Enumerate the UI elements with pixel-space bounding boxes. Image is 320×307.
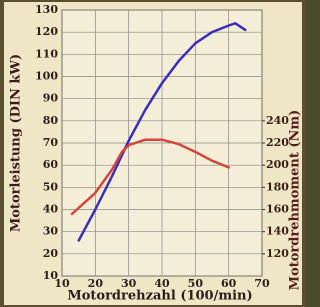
y2-tick-label: 160 — [266, 203, 289, 216]
y-tick-label: 70 — [43, 136, 59, 149]
x-tick-label: 30 — [121, 277, 137, 290]
y-tick-label: 40 — [43, 203, 59, 216]
y-tick-label: 120 — [35, 25, 58, 38]
x-axis-title: Motordrehzahl (100/min) — [67, 289, 252, 304]
y2-axis-title: Motordrehmoment (Nm) — [288, 110, 303, 291]
x-tick-label: 60 — [221, 277, 237, 290]
y2-tick-label: 140 — [266, 225, 289, 238]
y-tick-label: 80 — [43, 114, 59, 127]
y2-tick-label: 120 — [266, 247, 289, 260]
y-tick-label: 10 — [43, 269, 59, 282]
x-tick-label: 50 — [188, 277, 204, 290]
page: {"chart_data": {"type": "line", "xlabel"… — [0, 0, 320, 307]
y-tick-label: 90 — [43, 92, 59, 105]
y-tick-label: 60 — [43, 158, 59, 171]
y2-tick-label: 200 — [266, 158, 289, 171]
y2-tick-label: 220 — [266, 136, 289, 149]
y-tick-label: 130 — [35, 3, 58, 16]
y-tick-label: 20 — [43, 247, 59, 260]
y-tick-label: 110 — [35, 47, 58, 60]
y-tick-label: 30 — [43, 225, 59, 238]
y2-tick-label: 180 — [266, 180, 289, 193]
y-tick-label: 50 — [43, 180, 59, 193]
y2-tick-label: 240 — [266, 114, 289, 127]
y-axis-title: Motorleistung (DIN kW) — [9, 54, 24, 232]
x-tick-label: 20 — [88, 277, 104, 290]
chart: Motordrehzahl (100/min) Motorleistung (D… — [0, 0, 306, 307]
y-tick-label: 100 — [35, 70, 58, 83]
x-tick-label: 40 — [154, 277, 170, 290]
x-tick-label: 70 — [254, 277, 270, 290]
